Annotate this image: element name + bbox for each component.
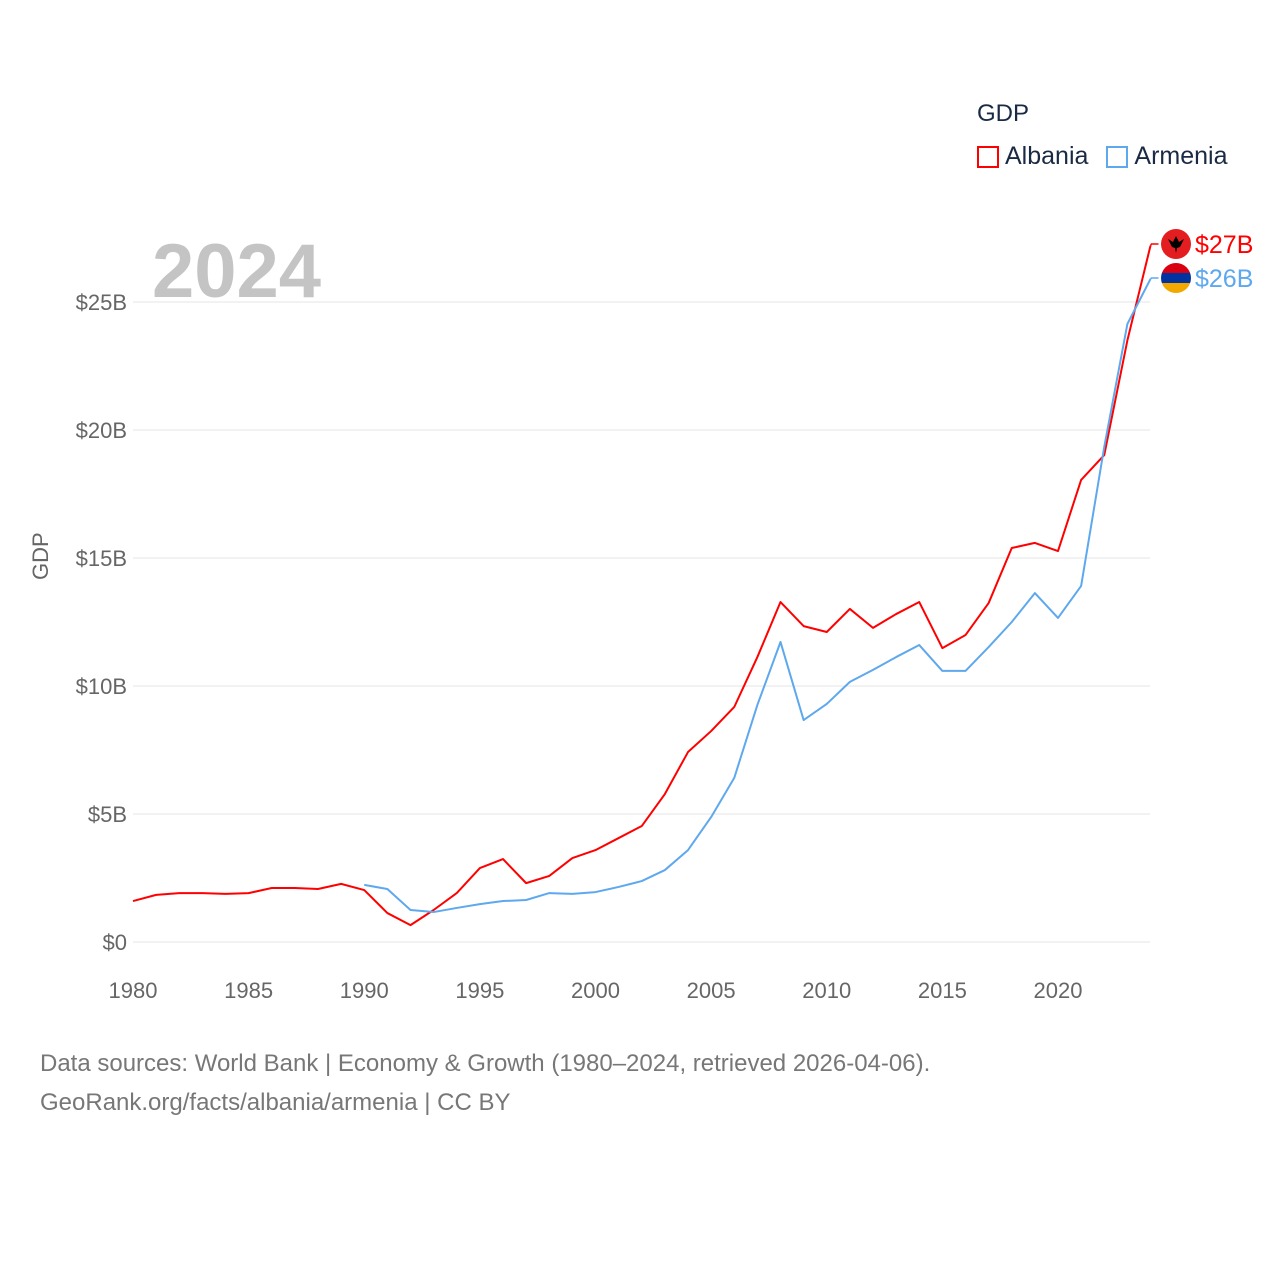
footer: Data sources: World Bank | Economy & Gro… [40, 1044, 930, 1122]
x-tick-label: 1995 [455, 978, 504, 1003]
y-tick-label: $10B [76, 674, 127, 699]
x-tick-label: 1980 [109, 978, 158, 1003]
x-tick-label: 2010 [802, 978, 851, 1003]
x-tick-label: 1985 [224, 978, 273, 1003]
y-tick-label: $25B [76, 290, 127, 315]
x-tick-label: 2000 [571, 978, 620, 1003]
legend-label: Armenia [1134, 142, 1228, 170]
flag-stripe-red [1161, 263, 1191, 273]
legend-title: GDP [977, 100, 1030, 127]
end-label-connector [1149, 243, 1159, 247]
source-note: Data sources: World Bank | Economy & Gro… [40, 1050, 931, 1077]
legend-item-armenia[interactable]: Armenia [1106, 142, 1228, 171]
x-tick-label: 2020 [1034, 978, 1083, 1003]
flag-stripe-orange [1161, 283, 1191, 293]
y-tick-label: $0 [103, 930, 127, 955]
attribution-link[interactable]: GeoRank.org/facts/albania/armenia | CC B… [40, 1089, 511, 1116]
albania-flag-icon [1161, 229, 1191, 259]
x-tick-label: 1990 [340, 978, 389, 1003]
series-line-albania [132, 245, 1152, 927]
armenia-flag-icon [1161, 263, 1191, 293]
y-tick-label: $5B [88, 802, 127, 827]
y-axis-label: GDP [28, 532, 53, 580]
series-line-armenia [364, 278, 1152, 914]
armenia-swatch [1106, 145, 1129, 168]
end-value-label-armenia: $26B [1195, 265, 1253, 293]
albania-swatch [977, 145, 999, 168]
legend: Albania Armenia [977, 142, 1228, 171]
legend-label: Albania [1005, 142, 1089, 170]
current-year-label: 2024 [152, 229, 322, 314]
flag-stripe-blue [1161, 273, 1191, 283]
end-label-connector [1149, 277, 1159, 280]
legend-item-albania[interactable]: Albania [977, 142, 1088, 171]
x-tick-label: 2015 [918, 978, 967, 1003]
x-tick-label: 2005 [687, 978, 736, 1003]
eagle-emblem [1168, 236, 1184, 253]
end-value-label-albania: $27B [1195, 231, 1253, 259]
flag-stripes [1161, 263, 1191, 293]
y-tick-label: $20B [76, 418, 127, 443]
y-tick-label: $15B [76, 546, 127, 571]
